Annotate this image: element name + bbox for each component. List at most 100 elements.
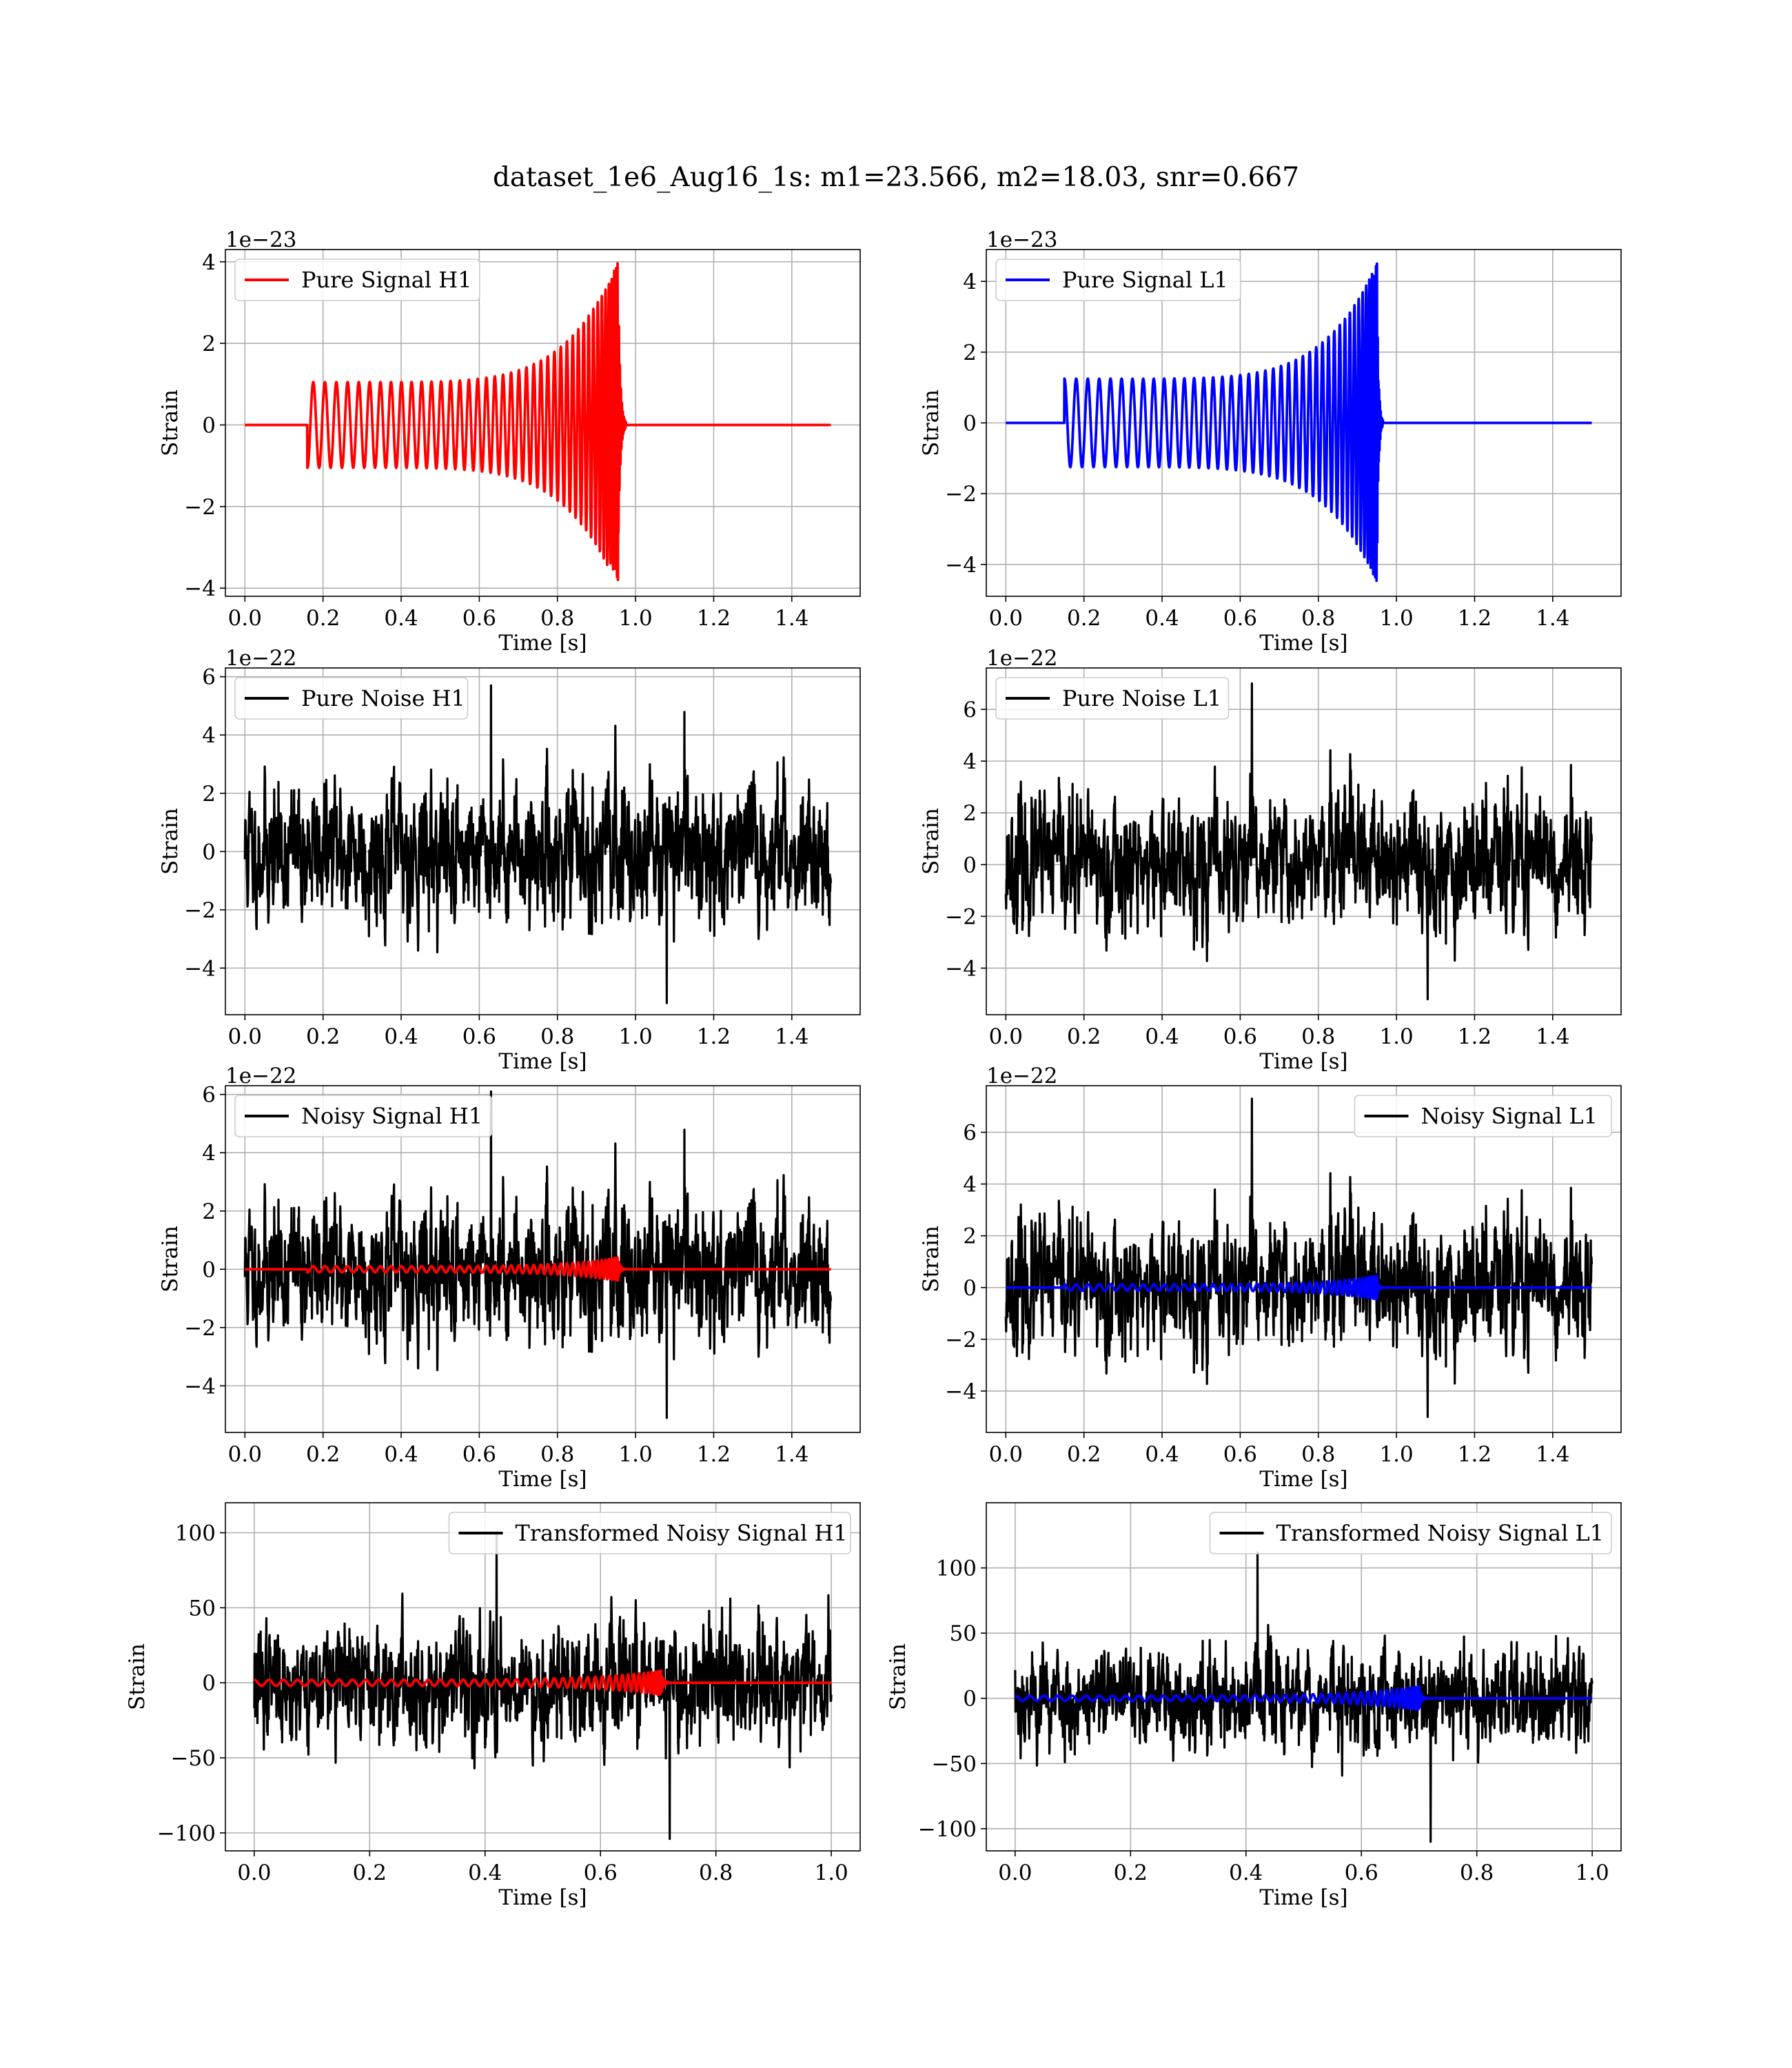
- legend: Pure Noise L1: [995, 677, 1230, 720]
- legend-label: Pure Noise L1: [1062, 685, 1221, 711]
- y-tick-label: 6: [202, 1083, 216, 1108]
- series-line-noise: [253, 1531, 833, 1841]
- x-tick-label: 0.0: [228, 1442, 262, 1467]
- legend: Pure Noise H1: [234, 677, 469, 720]
- x-tick-label: 0.6: [1223, 1024, 1257, 1049]
- axis-exponent-label: 1e−23: [225, 227, 297, 252]
- y-axis-label: Strain: [158, 389, 183, 456]
- x-tick-label: 1.0: [618, 606, 652, 631]
- x-tick-label: 0.2: [1067, 1442, 1101, 1467]
- x-tick-label: 0.8: [540, 1442, 574, 1467]
- x-tick-label: 0.0: [237, 1861, 271, 1885]
- plot-area: [1014, 1551, 1594, 1843]
- axes-frame: [225, 1502, 861, 1852]
- series-line-signal: [253, 1669, 833, 1696]
- series-line-signal: [1004, 1275, 1594, 1301]
- x-axis-label: Time [s]: [498, 1049, 587, 1074]
- x-tick-label: 1.0: [1575, 1861, 1609, 1885]
- legend: Pure Signal H1: [234, 258, 480, 301]
- y-axis-label: Strain: [125, 1643, 150, 1710]
- x-tick-label: 1.2: [697, 1442, 731, 1467]
- y-tick-label: 50: [189, 1596, 216, 1621]
- x-tick-label: 1.2: [697, 1024, 731, 1049]
- x-tick-label: 0.8: [1460, 1861, 1494, 1885]
- y-tick-label: 4: [202, 1141, 216, 1166]
- y-axis-label: Strain: [158, 808, 183, 875]
- y-tick-label: 4: [202, 723, 216, 748]
- plot-area: [1004, 1097, 1594, 1419]
- x-tick-label: 0.0: [989, 1024, 1023, 1049]
- x-axis-label: Time [s]: [498, 1467, 587, 1492]
- y-tick-label: 0: [963, 1276, 977, 1301]
- x-tick-label: 1.4: [1536, 606, 1569, 631]
- y-tick-label: −100: [157, 1821, 216, 1846]
- x-axis-label: Time [s]: [1259, 1467, 1347, 1492]
- axis-exponent-label: 1e−22: [986, 1064, 1058, 1088]
- subplot-6: 0.0 0.2 0.4 0.6 0.8 1.0 1.2 1.4 −4 −2 0 2 4 6 Time [s]…: [919, 1064, 1622, 1492]
- x-tick-label: 0.2: [306, 1442, 340, 1467]
- legend: Noisy Signal H1: [234, 1095, 493, 1137]
- y-tick-label: 2: [963, 801, 977, 826]
- axes-frame: [225, 1085, 861, 1433]
- x-tick-label: 0.8: [1301, 1442, 1335, 1467]
- x-tick-label: 0.4: [1145, 1442, 1179, 1467]
- legend: Noisy Signal L1: [1354, 1095, 1612, 1137]
- plot-area: [253, 1531, 833, 1841]
- y-tick-label: −4: [945, 956, 977, 981]
- y-axis-label: Strain: [919, 808, 944, 875]
- legend-label: Transformed Noisy Signal H1: [516, 1520, 848, 1546]
- x-tick-label: 1.0: [618, 1442, 652, 1467]
- y-tick-label: −2: [945, 482, 977, 507]
- subplots: 0.0 0.2 0.4 0.6 0.8 1.0 1.2 1.4 −4 −2 0 2 4 Time [s] S…: [125, 227, 1622, 1910]
- x-tick-label: 0.0: [228, 1024, 262, 1049]
- x-tick-label: 0.8: [540, 1024, 574, 1049]
- legend-box: [1209, 1512, 1612, 1554]
- y-tick-label: 4: [963, 749, 977, 774]
- x-tick-label: 0.4: [1145, 606, 1179, 631]
- x-tick-label: 0.2: [306, 606, 340, 631]
- x-tick-label: 1.0: [1379, 1024, 1413, 1049]
- legend: Pure Signal L1: [995, 258, 1241, 301]
- x-tick-label: 1.2: [697, 606, 731, 631]
- plot-area: [243, 262, 833, 582]
- series-line-noise: [243, 1090, 833, 1419]
- axis-exponent-label: 1e−22: [225, 646, 297, 671]
- axes-frame: [986, 1502, 1622, 1852]
- x-tick-label: 0.2: [353, 1861, 387, 1885]
- y-tick-label: 6: [963, 1121, 977, 1146]
- x-tick-label: 1.2: [1458, 1024, 1491, 1049]
- axis-exponent-label: 1e−22: [986, 646, 1058, 671]
- y-tick-label: 0: [202, 840, 216, 864]
- y-tick-label: 2: [202, 782, 216, 807]
- x-tick-label: 0.6: [462, 1024, 496, 1049]
- y-tick-label: 6: [963, 698, 977, 722]
- axes-frame: [986, 1085, 1622, 1433]
- x-tick-label: 1.2: [1458, 1442, 1491, 1467]
- legend-box: [234, 258, 480, 301]
- x-tick-label: 0.4: [384, 606, 418, 631]
- x-tick-label: 0.8: [540, 606, 574, 631]
- x-tick-label: 0.4: [384, 1442, 418, 1467]
- x-tick-label: 1.4: [1536, 1024, 1569, 1049]
- x-axis-label: Time [s]: [1259, 1049, 1347, 1074]
- legend-box: [995, 258, 1241, 301]
- y-tick-label: 2: [202, 332, 216, 356]
- x-tick-label: 1.4: [775, 1024, 808, 1049]
- plot-area: [243, 1090, 833, 1419]
- x-axis-label: Time [s]: [498, 1885, 587, 1910]
- plot-area: [243, 684, 833, 1004]
- subplot-8: 0.0 0.2 0.4 0.6 0.8 1.0 −100 −50 0 50 100 Time [s] S…: [886, 1502, 1622, 1910]
- x-tick-label: 0.0: [989, 606, 1023, 631]
- y-axis-label: Strain: [919, 1226, 944, 1292]
- x-tick-label: 0.0: [989, 1442, 1023, 1467]
- subplot-3: 0.0 0.2 0.4 0.6 0.8 1.0 1.2 1.4 −4 −2 0 2 4 6 Time [s]…: [158, 646, 861, 1074]
- x-tick-label: 0.0: [228, 606, 262, 631]
- series-line-signal: [243, 262, 833, 582]
- y-tick-label: −4: [184, 956, 216, 981]
- axes-frame: [225, 667, 861, 1015]
- x-tick-label: 1.4: [775, 1442, 808, 1467]
- x-tick-label: 1.0: [1379, 606, 1413, 631]
- y-tick-label: 0: [963, 412, 977, 436]
- y-tick-label: 2: [202, 1199, 216, 1224]
